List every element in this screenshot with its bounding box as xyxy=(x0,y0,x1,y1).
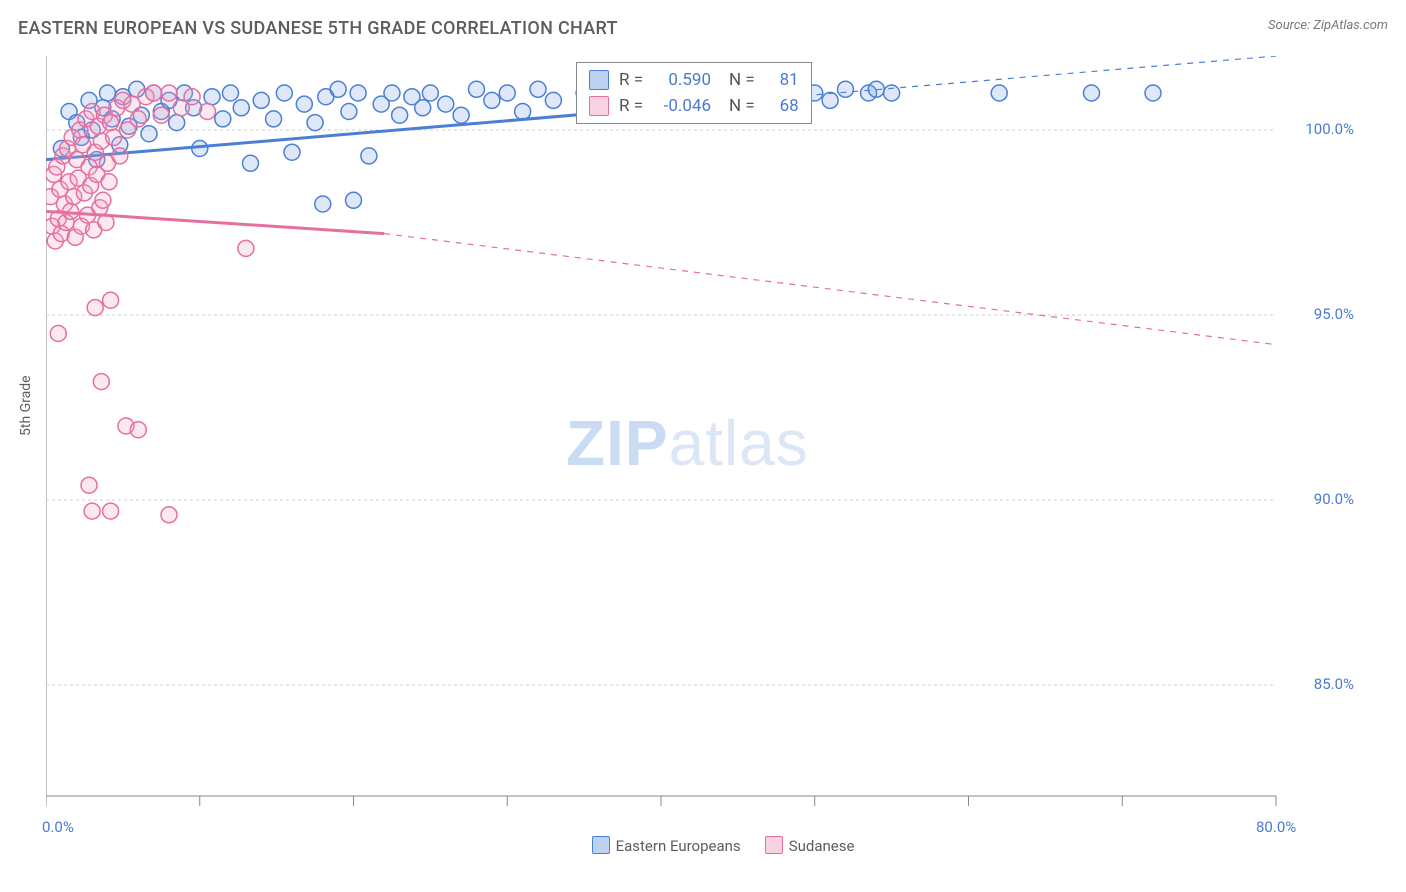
legend: Eastern Europeans Sudanese xyxy=(46,836,1376,855)
data-point xyxy=(1084,85,1100,101)
y-axis-label: 5th Grade xyxy=(18,375,34,436)
data-point xyxy=(284,144,300,160)
data-point xyxy=(101,174,117,190)
data-point xyxy=(276,85,292,101)
data-point xyxy=(884,85,900,101)
data-point xyxy=(484,92,500,108)
stats-row: R = 0.590 N = 81 xyxy=(589,67,799,93)
data-point xyxy=(233,100,249,116)
data-point xyxy=(346,192,362,208)
data-point xyxy=(141,126,157,142)
y-tick-label: 95.0% xyxy=(1294,305,1354,323)
data-point xyxy=(307,115,323,131)
data-point xyxy=(315,196,331,212)
data-point xyxy=(153,107,169,123)
data-point xyxy=(296,96,312,112)
y-tick-label: 100.0% xyxy=(1294,120,1354,138)
stat-r-label: R = xyxy=(619,67,643,93)
data-point xyxy=(384,85,400,101)
data-point xyxy=(81,477,97,493)
data-point xyxy=(499,85,515,101)
data-point xyxy=(341,104,357,120)
stats-row: R = -0.046 N = 68 xyxy=(589,93,799,119)
stat-r-label: R = xyxy=(619,93,643,119)
correlation-stats-box: R = 0.590 N = 81 R = -0.046 N = 68 xyxy=(576,62,812,124)
legend-label: Eastern Europeans xyxy=(616,837,741,855)
data-point xyxy=(184,89,200,105)
data-point xyxy=(50,326,66,342)
x-tick-label: 80.0% xyxy=(1256,818,1296,836)
data-point xyxy=(161,507,177,523)
legend-label: Sudanese xyxy=(789,837,855,855)
x-tick-label: 0.0% xyxy=(42,818,74,836)
data-point xyxy=(100,85,116,101)
stat-n-value: 68 xyxy=(765,93,799,119)
data-point xyxy=(545,92,561,108)
data-point xyxy=(84,503,100,519)
data-point xyxy=(204,89,220,105)
data-point xyxy=(530,81,546,97)
legend-swatch xyxy=(765,836,783,854)
data-point xyxy=(253,92,269,108)
data-point xyxy=(103,115,119,131)
stat-n-value: 81 xyxy=(765,67,799,93)
data-point xyxy=(130,422,146,438)
series-swatch xyxy=(589,96,609,116)
data-point xyxy=(515,104,531,120)
scatter-plot xyxy=(46,56,1376,856)
data-point xyxy=(103,292,119,308)
stat-n-label: N = xyxy=(729,67,755,93)
data-point xyxy=(453,107,469,123)
data-point xyxy=(392,107,408,123)
data-point xyxy=(161,85,177,101)
data-point xyxy=(215,111,231,127)
data-point xyxy=(93,374,109,390)
data-point xyxy=(991,85,1007,101)
data-point xyxy=(415,100,431,116)
data-point xyxy=(146,85,162,101)
data-point xyxy=(350,85,366,101)
data-point xyxy=(438,96,454,112)
data-point xyxy=(422,85,438,101)
data-point xyxy=(112,148,128,164)
data-point xyxy=(238,240,254,256)
data-point xyxy=(242,155,258,171)
series-swatch xyxy=(589,70,609,90)
data-point xyxy=(130,111,146,127)
data-point xyxy=(223,85,239,101)
stat-r-value: 0.590 xyxy=(653,67,711,93)
legend-swatch xyxy=(592,836,610,854)
data-point xyxy=(361,148,377,164)
stat-r-value: -0.046 xyxy=(653,93,711,119)
data-point xyxy=(1145,85,1161,101)
data-point xyxy=(330,81,346,97)
y-tick-label: 85.0% xyxy=(1294,675,1354,693)
stat-n-label: N = xyxy=(729,93,755,119)
data-point xyxy=(169,115,185,131)
data-point xyxy=(838,81,854,97)
data-point xyxy=(87,300,103,316)
y-tick-label: 90.0% xyxy=(1294,490,1354,508)
data-point xyxy=(103,503,119,519)
data-point xyxy=(469,81,485,97)
data-point xyxy=(95,192,111,208)
data-point xyxy=(266,111,282,127)
data-point xyxy=(199,104,215,120)
chart-container: 5th Grade R =0.590N =81R =-0.046N =68 ZI… xyxy=(46,56,1376,856)
source-attribution: Source: ZipAtlas.com xyxy=(1268,18,1388,33)
chart-title: EASTERN EUROPEAN VS SUDANESE 5TH GRADE C… xyxy=(18,18,618,39)
trend-line-extrapolated xyxy=(384,234,1276,345)
data-point xyxy=(822,92,838,108)
